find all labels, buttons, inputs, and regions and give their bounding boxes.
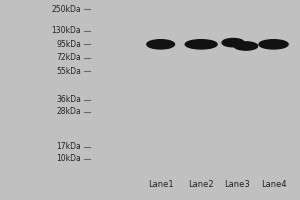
Text: 28kDa: 28kDa bbox=[56, 107, 81, 116]
Text: 130kDa: 130kDa bbox=[51, 26, 81, 35]
Ellipse shape bbox=[222, 38, 244, 47]
Text: Lane3: Lane3 bbox=[224, 180, 250, 189]
Text: 10kDa: 10kDa bbox=[56, 154, 81, 163]
Text: Lane2: Lane2 bbox=[188, 180, 214, 189]
Text: 72kDa: 72kDa bbox=[56, 53, 81, 62]
Text: 36kDa: 36kDa bbox=[56, 95, 81, 104]
Ellipse shape bbox=[234, 42, 258, 50]
Ellipse shape bbox=[147, 40, 175, 49]
Text: Lane4: Lane4 bbox=[261, 180, 286, 189]
Text: Lane1: Lane1 bbox=[148, 180, 173, 189]
Text: 95kDa: 95kDa bbox=[56, 40, 81, 49]
Text: 250kDa: 250kDa bbox=[51, 5, 81, 14]
Text: 55kDa: 55kDa bbox=[56, 67, 81, 76]
Ellipse shape bbox=[185, 40, 217, 49]
Text: 17kDa: 17kDa bbox=[56, 142, 81, 151]
Ellipse shape bbox=[259, 40, 288, 49]
